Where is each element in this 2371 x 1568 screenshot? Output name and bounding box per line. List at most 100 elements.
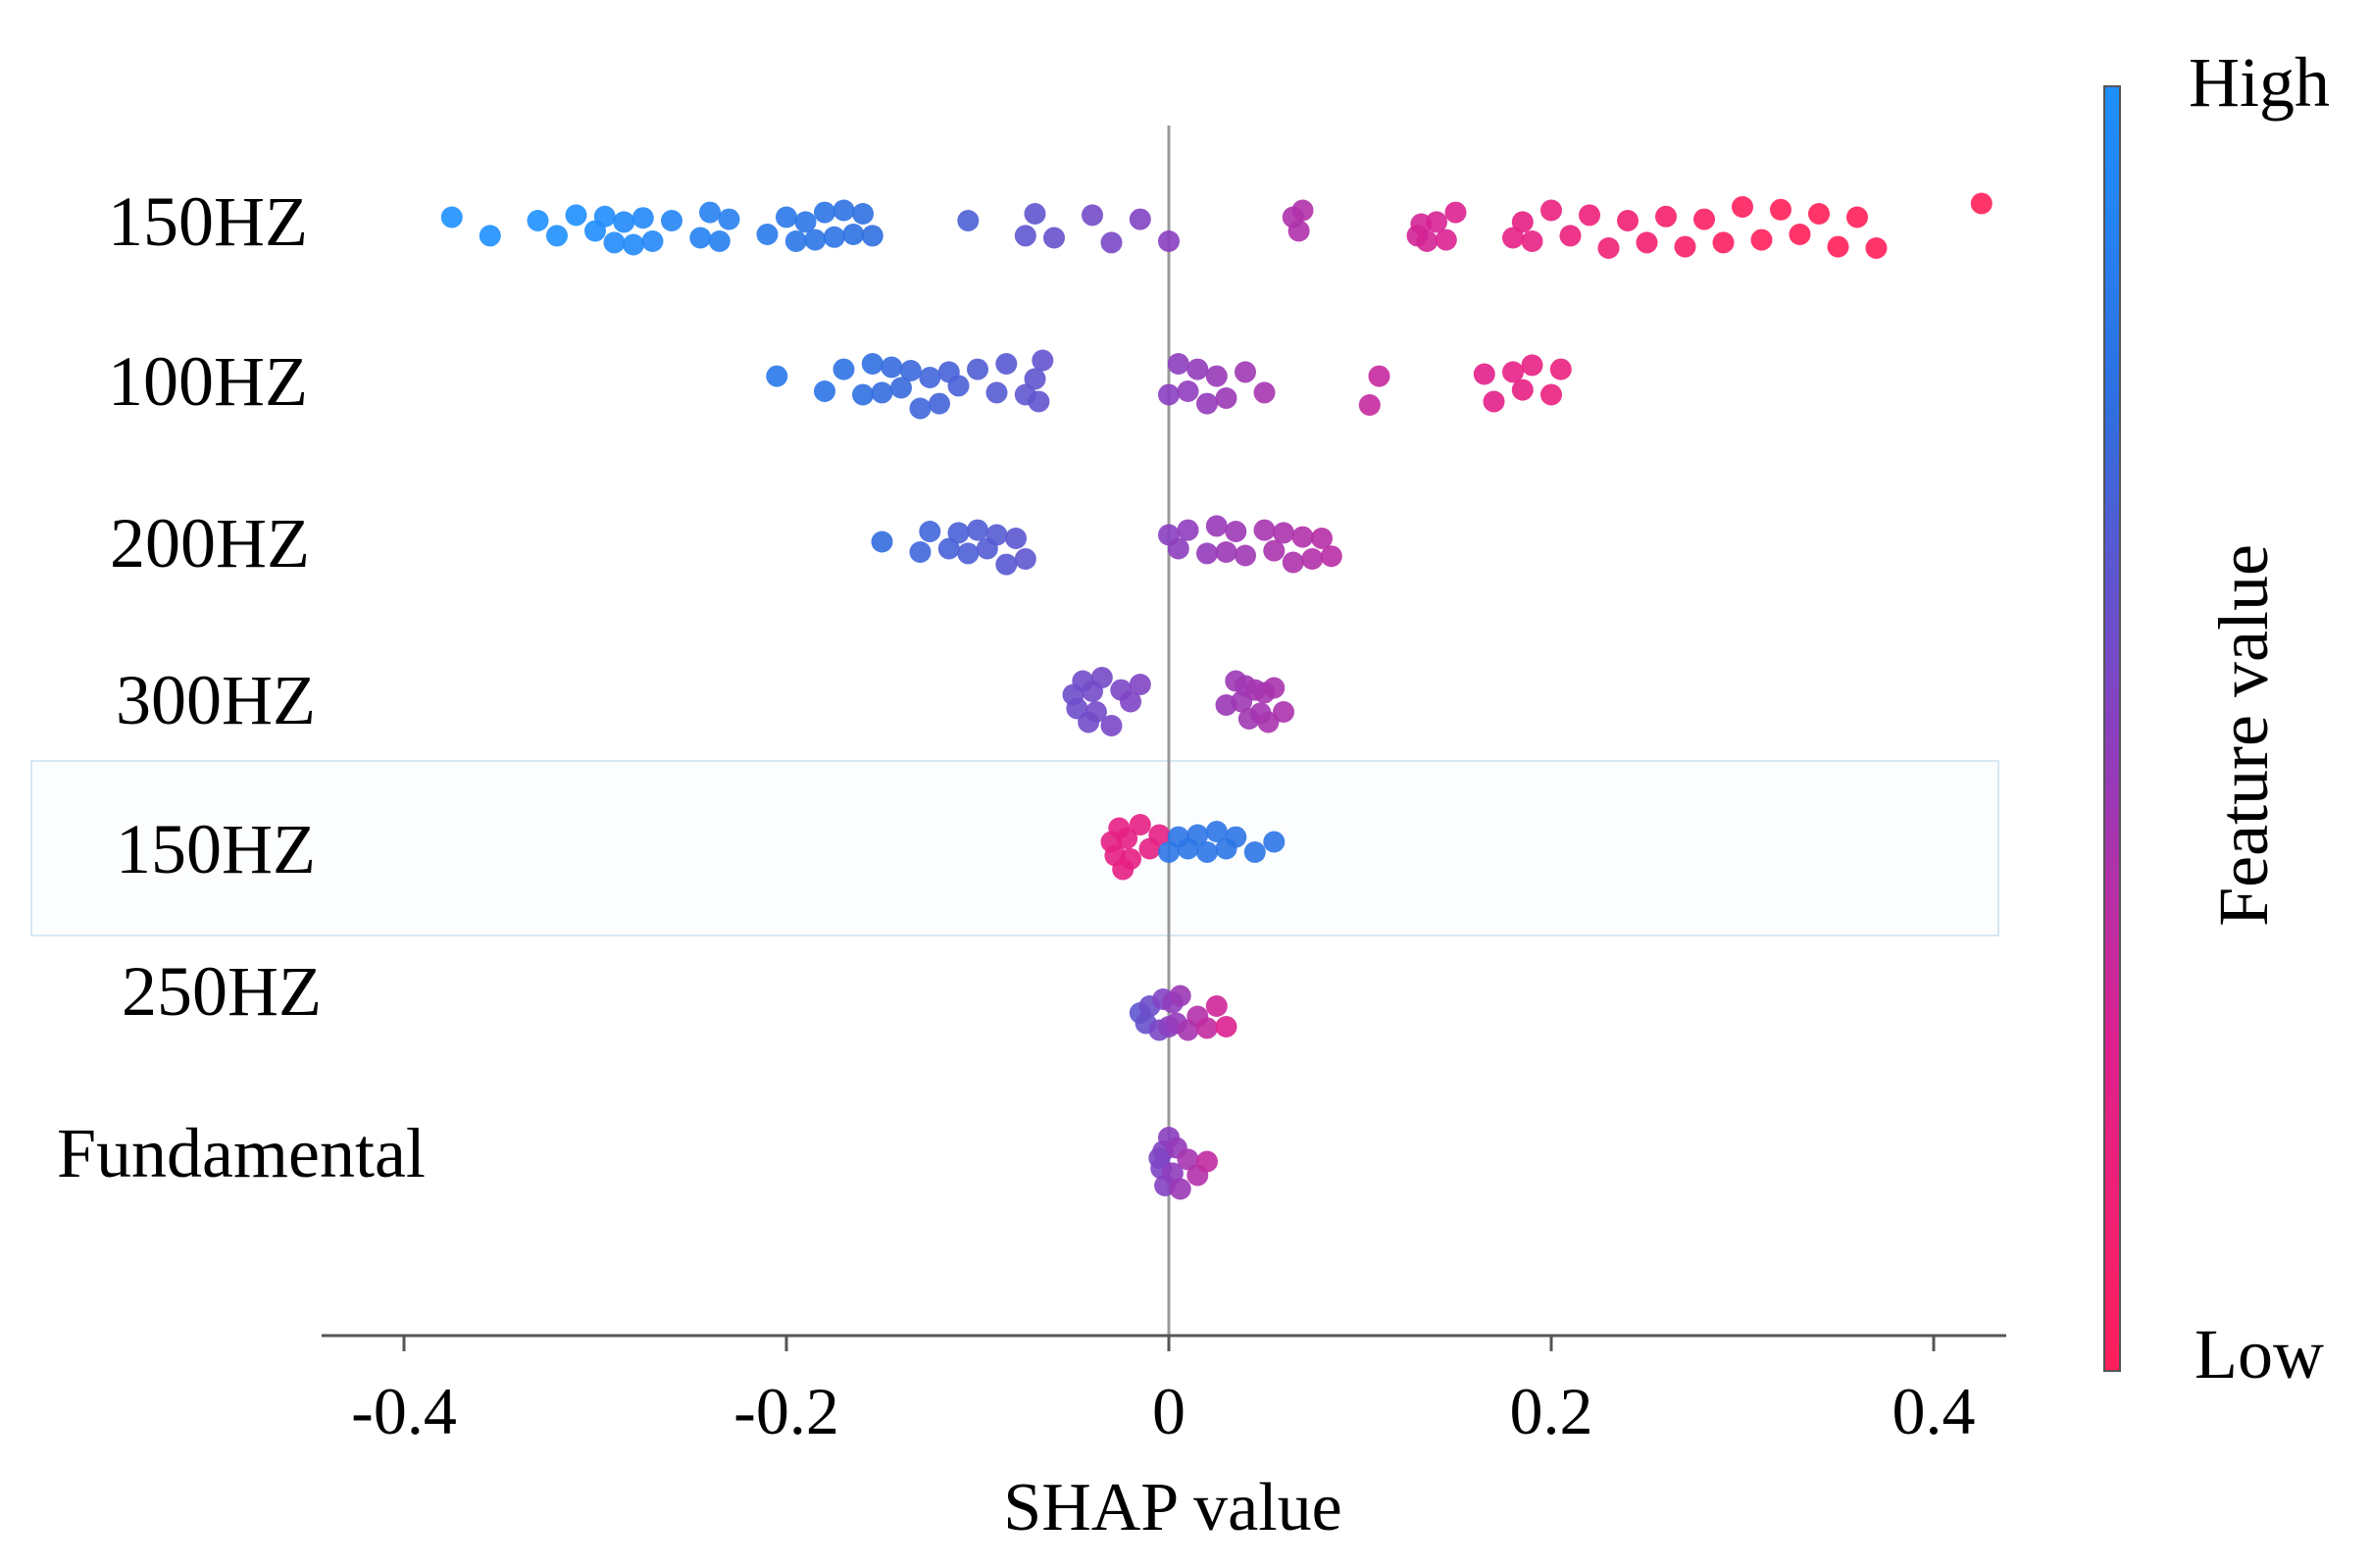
- shap-point: [1597, 237, 1620, 259]
- shap-point: [1186, 358, 1209, 380]
- shap-point: [909, 397, 932, 420]
- shap-point: [937, 537, 960, 560]
- shap-point: [641, 230, 664, 252]
- shap-point: [784, 230, 807, 252]
- shap-point: [1301, 548, 1324, 570]
- shap-point: [1521, 230, 1543, 252]
- shap-point: [1970, 192, 1993, 215]
- shap-point: [1167, 353, 1189, 375]
- shap-point: [1028, 390, 1050, 413]
- shap-point: [1215, 541, 1237, 563]
- shap-point: [1235, 361, 1256, 383]
- shap-point: [1358, 394, 1381, 416]
- shap-point: [985, 381, 1008, 404]
- shap-point: [947, 375, 970, 397]
- shap-point: [1205, 821, 1228, 842]
- shap-point: [1416, 230, 1438, 252]
- shap-point: [1100, 715, 1123, 736]
- shap-point: [842, 224, 865, 245]
- shap-point: [814, 380, 835, 402]
- shap-point: [1311, 528, 1333, 549]
- shap-point: [1129, 814, 1151, 835]
- shap-point: [1712, 231, 1735, 254]
- shap-point: [613, 211, 635, 233]
- shap-point: [1263, 831, 1286, 853]
- shap-point: [1024, 368, 1046, 390]
- shap-point: [1732, 196, 1753, 218]
- shap-point: [1225, 521, 1247, 542]
- colorbar: High Low Feature value: [2103, 43, 2330, 1393]
- shap-point: [1082, 204, 1103, 227]
- feature-label-250hz: 250HZ: [122, 952, 322, 1031]
- feature-points-fundamental-6: [1148, 1127, 1218, 1200]
- shap-point: [929, 392, 950, 415]
- feature-label-150hz: 150HZ: [108, 182, 308, 261]
- shap-point: [1263, 677, 1286, 699]
- shap-point: [1559, 225, 1582, 247]
- shap-point: [1205, 515, 1228, 537]
- shap-point: [1473, 363, 1495, 385]
- shap-point: [794, 211, 817, 233]
- feature-points-100hz-1: [766, 349, 1572, 420]
- shap-point: [1158, 230, 1180, 252]
- shap-point: [1169, 985, 1191, 1007]
- x-axis: -0.4 -0.2 0 0.2 0.4 SHAP value: [322, 1334, 2006, 1545]
- shap-point: [1540, 383, 1562, 406]
- shap-point: [1215, 1016, 1237, 1037]
- shap-point: [546, 225, 568, 247]
- shap-point: [1158, 383, 1180, 406]
- shap-point: [909, 541, 932, 563]
- shap-point: [1196, 841, 1218, 863]
- shap-point: [1205, 365, 1228, 387]
- shap-point: [947, 522, 970, 544]
- shap-point: [1005, 528, 1027, 549]
- shap-point: [1129, 674, 1151, 695]
- shap-point: [1282, 551, 1304, 574]
- shap-point: [1827, 235, 1849, 258]
- shap-point: [1636, 231, 1658, 254]
- shap-point: [1032, 349, 1054, 372]
- shap-point: [527, 210, 549, 231]
- shap-point: [1043, 227, 1065, 249]
- shap-point: [995, 553, 1018, 576]
- shap-point: [1789, 224, 1811, 245]
- feature-labels: 150HZ 100HZ 200HZ 300HZ 150HZ 250HZ Fund…: [57, 182, 426, 1192]
- shap-point: [899, 360, 922, 381]
- shap-point: [823, 226, 845, 248]
- shap-point: [1024, 203, 1046, 225]
- shap-point: [1483, 390, 1505, 413]
- shap-point: [957, 210, 980, 231]
- shap-point: [1014, 548, 1036, 570]
- shap-point: [440, 206, 463, 228]
- colorbar-high-label: High: [2189, 43, 2330, 122]
- shap-point: [1655, 205, 1677, 228]
- shap-point: [1579, 204, 1600, 227]
- shap-point: [861, 225, 883, 247]
- shap-point: [995, 353, 1018, 375]
- shap-point: [1129, 208, 1151, 230]
- shap-point: [1846, 206, 1868, 228]
- shap-point: [861, 353, 883, 375]
- shap-point: [1540, 199, 1562, 222]
- shap-point: [871, 531, 893, 553]
- shap-point: [1808, 203, 1830, 225]
- shap-point: [1521, 354, 1543, 377]
- shap-point: [832, 358, 855, 380]
- shap-point: [1235, 544, 1256, 567]
- shap-point: [1426, 211, 1447, 233]
- feature-points-150hz-0: [440, 192, 1993, 259]
- shap-point: [1444, 201, 1467, 224]
- shap-point: [689, 227, 712, 249]
- shap-point: [1549, 358, 1572, 380]
- shap-point: [1014, 225, 1036, 247]
- shap-point: [1167, 537, 1189, 560]
- tick-label-0: 0: [1152, 1374, 1186, 1448]
- shap-point: [718, 208, 740, 230]
- shap-point: [1263, 539, 1286, 562]
- shap-point: [1186, 824, 1209, 846]
- shap-point: [1502, 361, 1524, 383]
- shap-point: [852, 383, 874, 406]
- shap-point: [919, 367, 941, 388]
- shap-point: [1865, 237, 1888, 259]
